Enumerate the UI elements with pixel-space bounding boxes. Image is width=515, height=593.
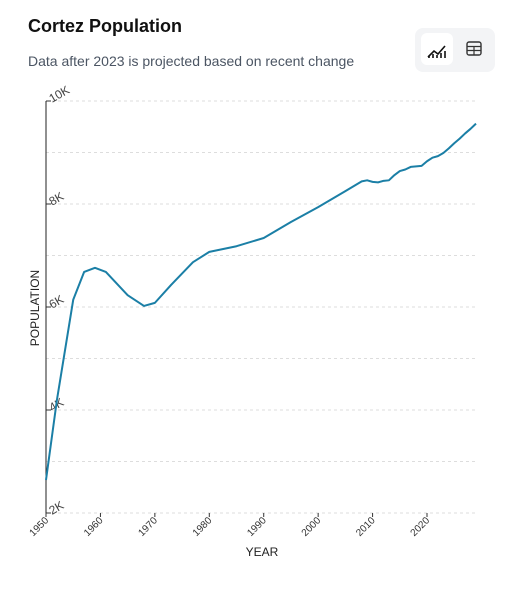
x-tick-label: 2010 <box>354 515 378 539</box>
x-tick-label: 1970 <box>136 515 160 539</box>
chart-icon-bars <box>428 51 446 58</box>
chart-view-button[interactable] <box>421 33 453 65</box>
y-tick-label: 8K <box>47 189 67 208</box>
y-tick-label: 10K <box>47 83 72 106</box>
chart-subtitle: Data after 2023 is projected based on re… <box>28 53 354 69</box>
x-axis-label: YEAR <box>246 545 279 559</box>
chart-icon <box>427 45 446 58</box>
table-icon-lines <box>467 45 481 55</box>
y-tick-label: 2K <box>47 498 67 517</box>
x-tick-label: 1980 <box>191 515 215 539</box>
x-tick-label: 2020 <box>409 515 433 539</box>
table-view-button[interactable] <box>466 41 482 56</box>
button-bg <box>421 33 453 65</box>
x-tick-label: 2000 <box>300 515 324 539</box>
x-tick-label: 1950 <box>28 515 52 539</box>
x-tick-label: 1960 <box>82 515 106 539</box>
view-toggle <box>415 28 495 72</box>
x-tick-label: 1990 <box>245 515 269 539</box>
y-axis-label: POPULATION <box>28 270 42 346</box>
y-tick-label: 6K <box>47 292 67 311</box>
chart-title: Cortez Population <box>28 16 182 36</box>
data-line <box>45 122 477 481</box>
